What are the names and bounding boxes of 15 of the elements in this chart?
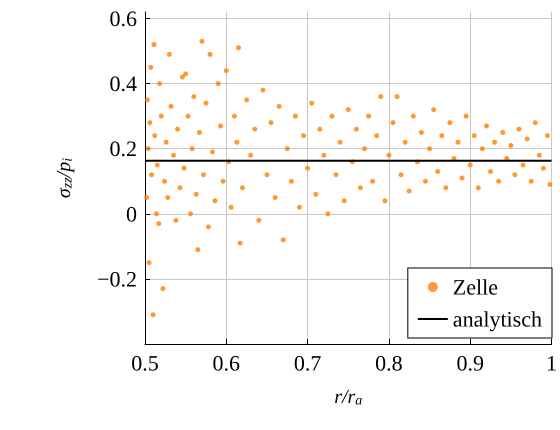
legend-label: Zelle: [452, 274, 498, 300]
y-tick-label: 0.2: [110, 136, 137, 162]
x-tick-label: 0.7: [294, 350, 322, 376]
y-tick-label: −0.2: [97, 266, 137, 292]
x-axis-title: r/ra: [334, 386, 362, 408]
y-tick-label: 0.4: [110, 71, 137, 96]
x-tick-label: 0.6: [212, 350, 240, 376]
x-tick-label: 1: [546, 350, 557, 376]
legend-label: analytisch: [452, 306, 542, 332]
y-axis-title: σzz/pi: [53, 158, 76, 198]
y-tick-label: 0: [126, 201, 137, 226]
y-tick-label: 0.6: [110, 6, 137, 32]
x-tick-label: 0.5: [131, 350, 159, 376]
x-tick-label: 0.9: [456, 350, 484, 376]
x-tick-label: 0.8: [375, 350, 403, 376]
